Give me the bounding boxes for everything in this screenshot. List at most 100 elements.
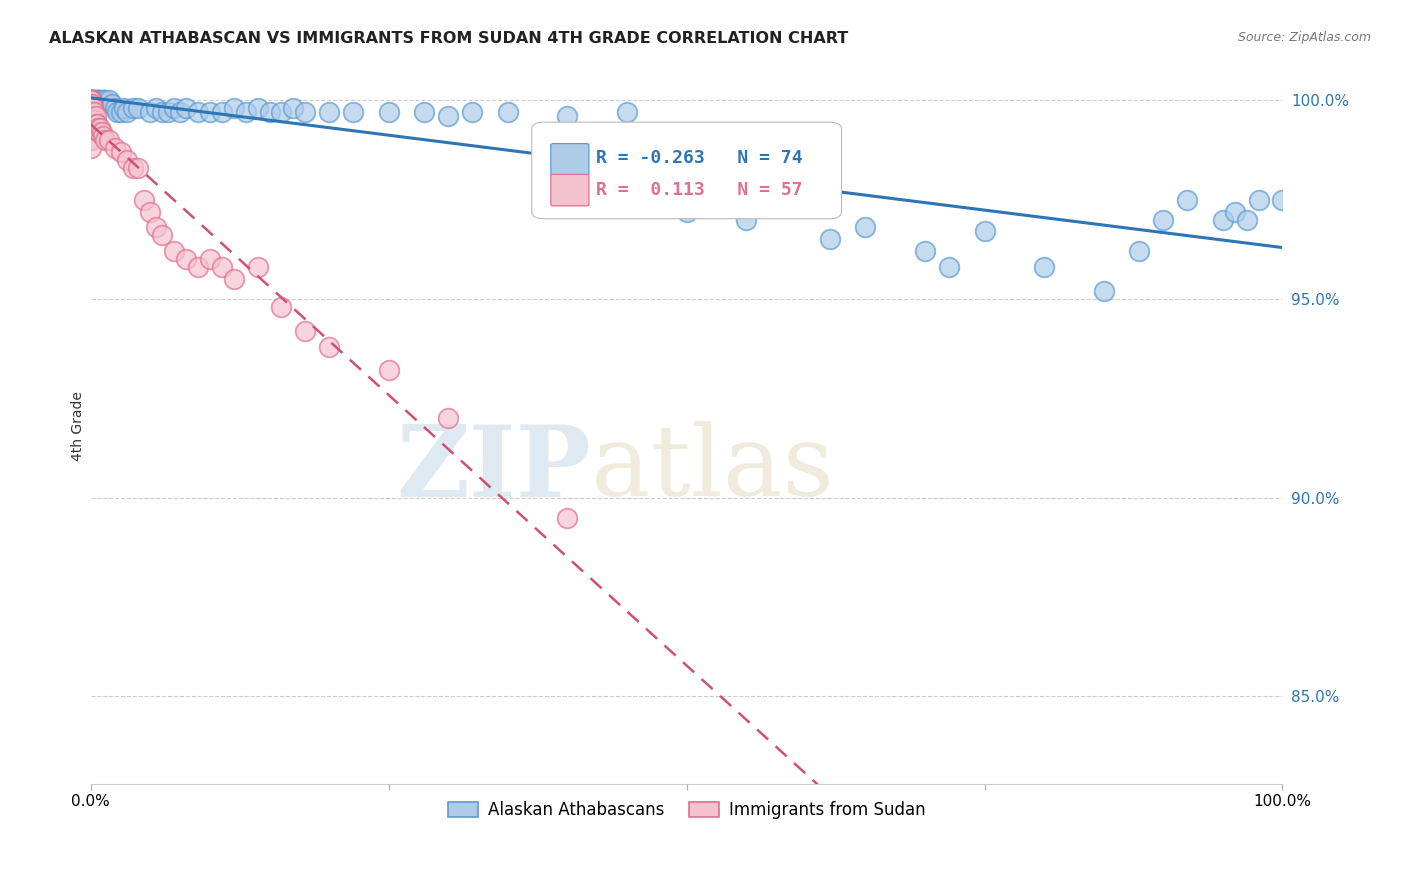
Point — [86, 93, 108, 107]
Point — [84, 117, 107, 131]
Point — [127, 161, 149, 175]
Point — [80, 93, 103, 107]
Point — [80, 93, 103, 107]
Point — [174, 252, 197, 267]
Point — [80, 113, 103, 128]
Text: R = -0.263   N = 74: R = -0.263 N = 74 — [596, 149, 803, 167]
Point — [294, 105, 316, 120]
Point — [211, 105, 233, 120]
Point — [80, 121, 103, 136]
Point — [80, 93, 103, 107]
Point — [270, 300, 292, 314]
Point — [187, 260, 209, 275]
Point — [139, 105, 162, 120]
Point — [84, 109, 107, 123]
Point — [83, 93, 105, 107]
Point — [461, 105, 484, 120]
Point — [222, 272, 245, 286]
Point — [80, 117, 103, 131]
Point — [91, 93, 114, 107]
Legend: Alaskan Athabascans, Immigrants from Sudan: Alaskan Athabascans, Immigrants from Sud… — [441, 794, 932, 825]
Point — [80, 125, 103, 139]
Point — [80, 141, 103, 155]
Point — [1223, 204, 1246, 219]
Point — [198, 105, 221, 120]
Point — [110, 145, 132, 159]
Point — [914, 244, 936, 259]
Point — [84, 93, 107, 107]
Point — [198, 252, 221, 267]
Point — [91, 93, 114, 107]
Point — [105, 105, 128, 120]
Point — [246, 101, 269, 115]
Point — [973, 224, 995, 238]
Point — [318, 105, 340, 120]
Point — [80, 105, 103, 120]
Point — [89, 121, 111, 136]
Point — [90, 125, 112, 139]
Point — [283, 101, 305, 115]
Point — [1247, 193, 1270, 207]
Point — [82, 93, 104, 107]
Point — [89, 93, 111, 107]
Point — [139, 204, 162, 219]
Text: Source: ZipAtlas.com: Source: ZipAtlas.com — [1237, 31, 1371, 45]
Point — [127, 101, 149, 115]
Point — [89, 125, 111, 139]
Point — [557, 510, 579, 524]
Point — [211, 260, 233, 275]
Point — [80, 97, 103, 112]
Point — [80, 133, 103, 147]
Point — [1212, 212, 1234, 227]
Point — [794, 193, 817, 207]
Text: ZIP: ZIP — [396, 420, 592, 517]
Point — [145, 101, 167, 115]
Point — [82, 101, 104, 115]
Point — [110, 105, 132, 120]
Point — [187, 105, 209, 120]
Point — [86, 93, 108, 107]
Point — [235, 105, 257, 120]
Point — [818, 232, 841, 246]
Point — [437, 411, 460, 425]
Point — [80, 93, 103, 107]
Point — [675, 204, 697, 219]
Point — [97, 133, 120, 147]
Point — [89, 93, 111, 107]
Point — [82, 109, 104, 123]
Text: atlas: atlas — [592, 421, 834, 517]
Point — [342, 105, 364, 120]
Point — [557, 109, 579, 123]
Point — [83, 105, 105, 120]
Text: R =  0.113   N = 57: R = 0.113 N = 57 — [596, 181, 803, 199]
Point — [150, 105, 173, 120]
Point — [82, 117, 104, 131]
Point — [157, 105, 180, 120]
Point — [80, 93, 103, 107]
Point — [80, 93, 103, 107]
Point — [270, 105, 292, 120]
Point — [294, 324, 316, 338]
Text: ALASKAN ATHABASCAN VS IMMIGRANTS FROM SUDAN 4TH GRADE CORRELATION CHART: ALASKAN ATHABASCAN VS IMMIGRANTS FROM SU… — [49, 31, 848, 46]
Point — [134, 193, 156, 207]
Point — [83, 93, 105, 107]
Point — [163, 244, 186, 259]
Y-axis label: 4th Grade: 4th Grade — [72, 392, 86, 461]
Point — [80, 93, 103, 107]
Point — [80, 93, 103, 107]
Point — [1236, 212, 1258, 227]
Point — [318, 340, 340, 354]
Point — [1092, 284, 1115, 298]
Point — [222, 101, 245, 115]
Point — [87, 93, 110, 107]
Point — [80, 93, 103, 107]
Point — [80, 109, 103, 123]
Point — [83, 113, 105, 128]
Point — [80, 93, 103, 107]
Point — [413, 105, 436, 120]
Point — [94, 93, 117, 107]
Point — [86, 117, 108, 131]
Point — [121, 161, 143, 175]
Point — [1128, 244, 1150, 259]
Point — [80, 93, 103, 107]
